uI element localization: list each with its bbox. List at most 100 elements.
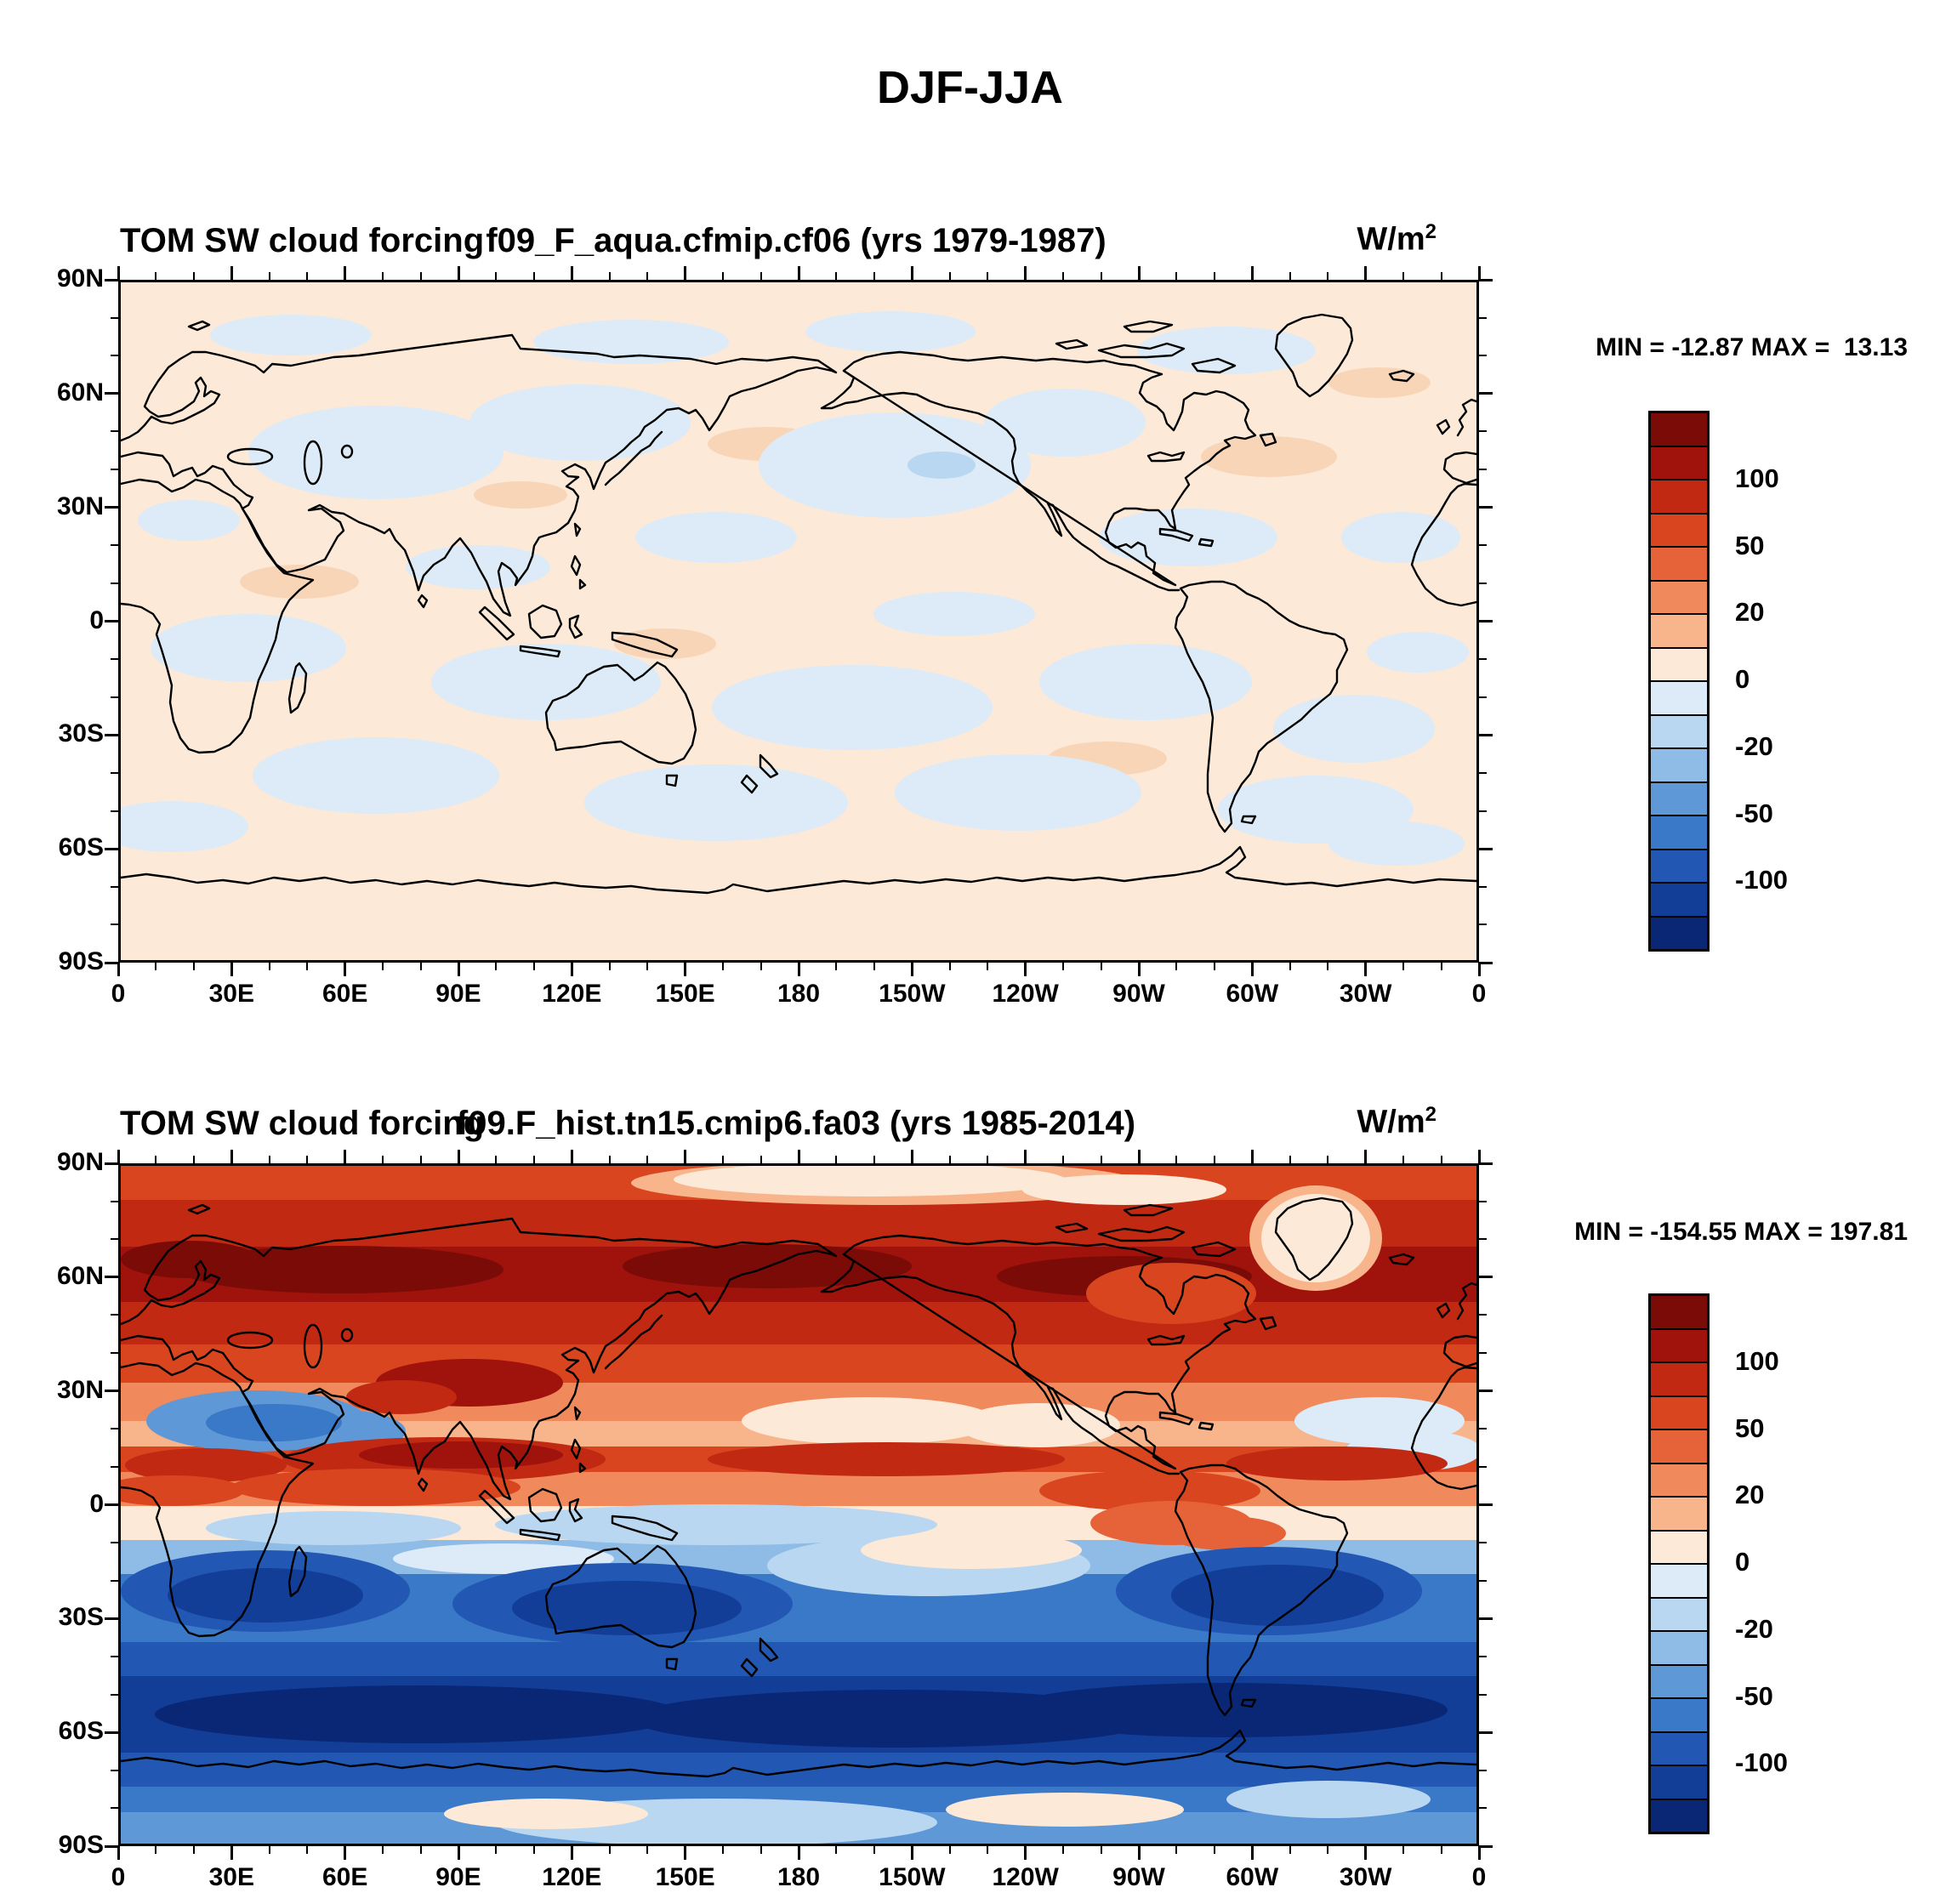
lon-major-tick <box>1477 1150 1481 1163</box>
lon-major-tick <box>1364 963 1368 976</box>
lat-minor-tick <box>1479 469 1487 471</box>
colorbar-segment <box>1651 1296 1707 1330</box>
lon-minor-tick <box>306 1156 309 1163</box>
lon-minor-tick <box>760 272 762 280</box>
lat-major-tick <box>1479 506 1493 509</box>
lon-major-tick <box>684 1150 687 1163</box>
lon-minor-tick <box>155 963 157 970</box>
colorbar-tick-label: -50 <box>1735 798 1773 828</box>
colorbar-segment <box>1651 648 1707 682</box>
lon-minor-tick <box>1402 272 1405 280</box>
lat-tick-label: 60S <box>58 833 104 862</box>
lon-tick-label: 30W <box>1339 1863 1392 1891</box>
lon-minor-tick <box>1402 963 1405 970</box>
lat-major-tick <box>1479 278 1493 281</box>
colorbar-segment <box>1651 682 1707 716</box>
lon-minor-tick <box>532 1156 535 1163</box>
lat-major-tick <box>1479 733 1493 736</box>
lon-tick-label: 180 <box>777 980 821 1008</box>
colorbar-tick-label: 50 <box>1735 530 1765 560</box>
colorbar-tick-label: 0 <box>1735 664 1750 694</box>
lat-major-tick <box>105 620 118 622</box>
colorbar-segment <box>1651 917 1707 949</box>
lon-minor-tick <box>382 1846 384 1854</box>
lon-minor-tick <box>1062 1846 1065 1854</box>
colorbar-segment <box>1651 446 1707 480</box>
lon-minor-tick <box>1175 272 1178 280</box>
lat-major-tick <box>1479 961 1493 964</box>
lon-minor-tick <box>608 272 611 280</box>
colorbar-segment <box>1651 514 1707 548</box>
lat-major-tick <box>105 1503 118 1506</box>
panel2-minmax: MIN = -154.55 MAX = 197.81 <box>1574 1218 1908 1246</box>
lon-major-tick <box>1250 1846 1254 1860</box>
lon-major-tick <box>910 1846 913 1860</box>
lat-major-tick <box>1479 1162 1493 1165</box>
lat-major-tick <box>105 961 118 964</box>
lat-tick-label: 30S <box>58 719 104 748</box>
lat-minor-tick <box>111 1352 118 1355</box>
lon-minor-tick <box>1289 1846 1291 1854</box>
colorbar-tick-label: 100 <box>1735 1345 1779 1376</box>
lon-minor-tick <box>306 272 309 280</box>
lon-minor-tick <box>646 963 649 970</box>
lon-major-tick <box>1250 266 1254 280</box>
colorbar-segment <box>1651 413 1707 447</box>
colorbar-tick-label: 100 <box>1735 463 1779 493</box>
lat-tick-label: 60N <box>56 378 104 406</box>
lon-minor-tick <box>835 1156 838 1163</box>
lon-minor-tick <box>1062 963 1065 970</box>
lat-major-tick <box>1479 1503 1493 1506</box>
lat-major-tick <box>105 733 118 736</box>
colorbar-segment <box>1651 1732 1707 1766</box>
lon-minor-tick <box>306 1846 309 1854</box>
colorbar-segment <box>1651 1766 1707 1800</box>
lon-minor-tick <box>987 1846 989 1854</box>
panel1-minmax: MIN = -12.87 MAX = 13.13 <box>1596 333 1908 361</box>
lat-minor-tick <box>111 1428 118 1430</box>
lon-major-tick <box>344 266 347 280</box>
lon-minor-tick <box>382 963 384 970</box>
lon-minor-tick <box>532 963 535 970</box>
lat-major-tick <box>105 1617 118 1620</box>
lon-tick-label: 120W <box>992 980 1059 1008</box>
lat-major-tick <box>105 1162 118 1165</box>
panel2-header: TOM SW cloud forcing f09.F_hist.tn15.cmi… <box>118 1092 1474 1143</box>
lon-minor-tick <box>948 272 951 280</box>
colorbar-segment <box>1651 850 1707 884</box>
lon-major-tick <box>344 1846 347 1860</box>
lon-tick-label: 90E <box>435 1863 481 1891</box>
lon-minor-tick <box>419 963 422 970</box>
lon-minor-tick <box>1175 1156 1178 1163</box>
lon-minor-tick <box>1327 963 1329 970</box>
lon-major-tick <box>1477 963 1481 976</box>
lon-tick-label: 60W <box>1226 980 1279 1008</box>
lat-major-tick <box>105 392 118 395</box>
lon-major-tick <box>1250 963 1254 976</box>
map-panel-1-canvas <box>121 282 1476 960</box>
lon-major-tick <box>230 266 233 280</box>
lon-minor-tick <box>608 1156 611 1163</box>
lat-major-tick <box>105 1390 118 1393</box>
lon-minor-tick <box>268 1156 270 1163</box>
lon-major-tick <box>910 963 913 976</box>
lat-minor-tick <box>1479 696 1487 698</box>
lon-minor-tick <box>760 1846 762 1854</box>
lon-major-tick <box>684 266 687 280</box>
lat-tick-label: 60S <box>58 1717 104 1746</box>
lat-major-tick <box>1479 1844 1493 1848</box>
lon-major-tick <box>117 266 120 280</box>
lon-minor-tick <box>495 1156 498 1163</box>
lon-minor-tick <box>1289 1156 1291 1163</box>
lat-minor-tick <box>111 355 118 357</box>
lon-major-tick <box>570 963 573 976</box>
lat-minor-tick <box>1479 316 1487 319</box>
lat-major-tick <box>1479 620 1493 622</box>
lon-major-tick <box>1364 266 1368 280</box>
lat-minor-tick <box>1479 430 1487 433</box>
lat-tick-label: 90S <box>58 1831 104 1859</box>
lon-minor-tick <box>268 1846 270 1854</box>
lat-minor-tick <box>1479 658 1487 661</box>
lat-major-tick <box>1479 847 1493 850</box>
